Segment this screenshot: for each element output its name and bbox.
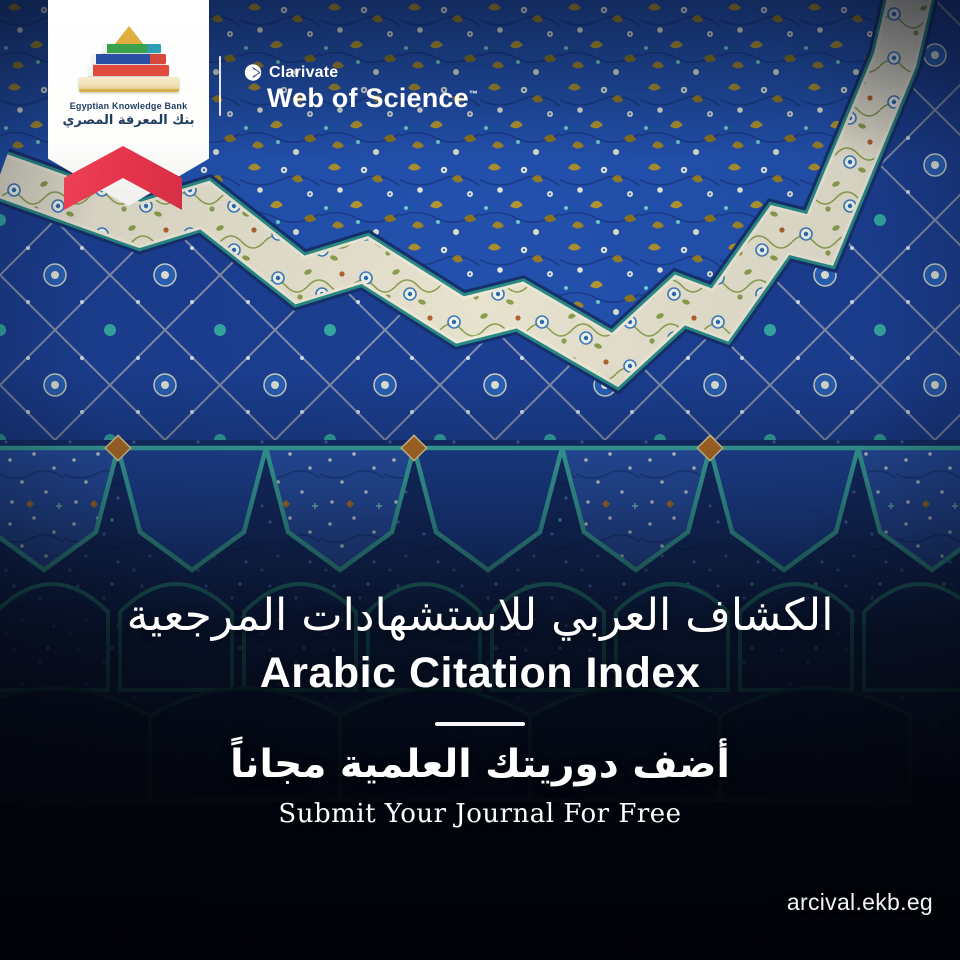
web-of-science-logo: Clarivate Web of Science™ [244,63,478,114]
ekb-name-arabic: بنك المعرفة المصري [62,113,195,128]
clarivate-icon [244,64,262,81]
title-english: Arabic Citation Index [259,649,701,697]
clarivate-brand-text: Clarivate [269,63,339,81]
logo-divider [219,56,221,116]
ekb-name-english: Egyptian Knowledge Bank [69,101,188,111]
ekb-books-icon [77,26,181,92]
hero-text-block: الكشاف العربي للاستشهادات المرجعية Arabi… [0,588,960,829]
book-blue-icon [91,54,166,64]
book-base-icon [78,77,179,92]
book-green-icon [102,44,161,53]
website-url: arcival.ekb.eg [786,889,933,915]
subtitle-arabic: أضف دوريتك العلمية مجاناً [230,742,730,787]
pyramid-top-icon [113,26,144,45]
title-arabic: الكشاف العربي للاستشهادات المرجعية [126,590,834,641]
trademark-symbol: ™ [468,89,479,99]
subtitle-english: Submit Your Journal For Free [278,799,682,829]
book-red-icon [88,65,169,76]
divider-line [435,722,525,726]
web-of-science-text: Web of Science [267,83,469,113]
